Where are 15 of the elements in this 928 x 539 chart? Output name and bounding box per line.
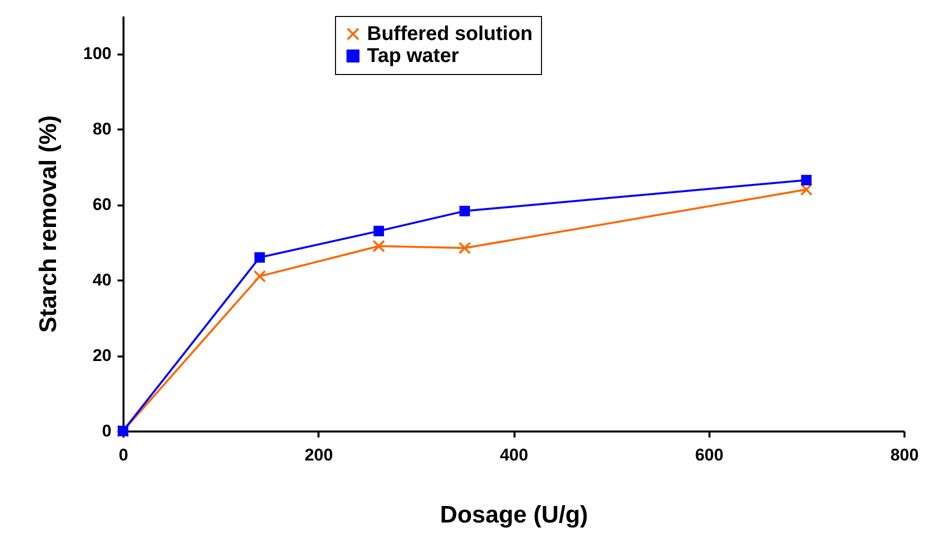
y-tick-label: 0 <box>102 422 112 440</box>
y-tick-label: 100 <box>83 44 112 64</box>
x-tick-label: 200 <box>304 446 333 464</box>
y-tick-label: 80 <box>92 120 112 139</box>
y-tick-label: 20 <box>92 346 112 366</box>
y-tick-label: 40 <box>92 270 112 290</box>
x-tick-label: 0 <box>118 446 128 464</box>
x-axis-title: Dosage (U/g) <box>440 502 588 528</box>
x-tick-label: 600 <box>695 446 724 464</box>
legend-label: Buffered solution <box>367 23 533 45</box>
y-axis-title: Starch removal (%) <box>35 115 62 333</box>
x-tick-label: 800 <box>890 446 919 464</box>
legend-label: Tap water <box>367 45 460 67</box>
x-tick-label: 400 <box>500 446 528 464</box>
y-tick-label: 60 <box>92 195 112 214</box>
